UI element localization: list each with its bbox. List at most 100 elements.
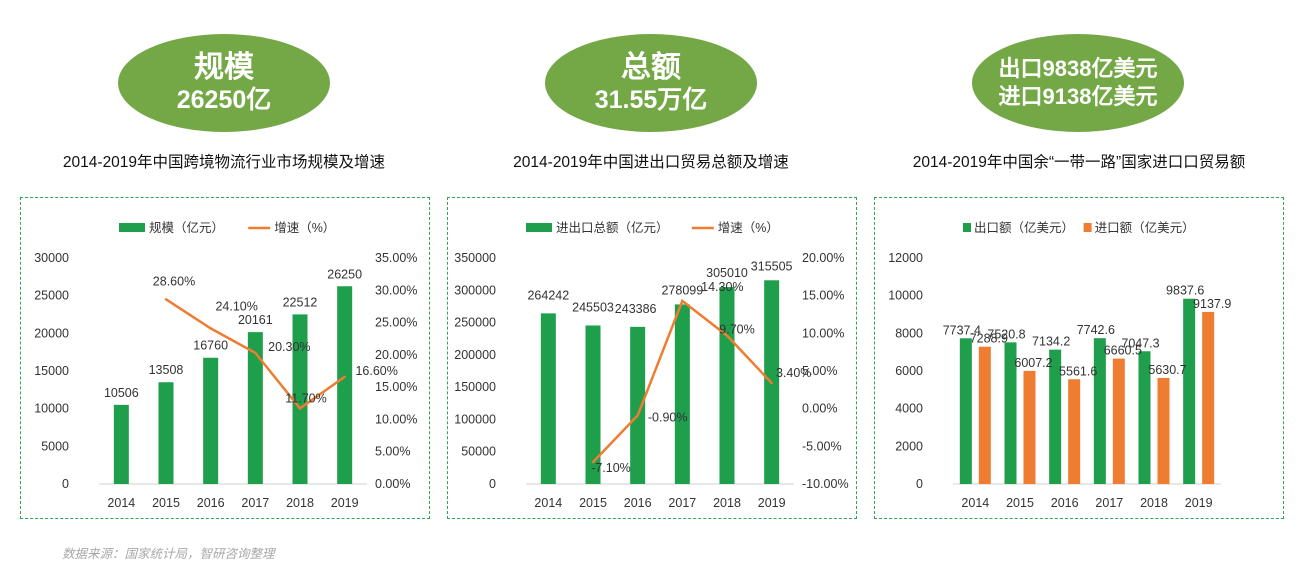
y-left-tick-label: 100000 bbox=[454, 412, 496, 426]
x-tick-label: 2019 bbox=[758, 496, 786, 510]
total-ellipse-label: 总额 bbox=[621, 51, 681, 84]
y-right-tick-label: 25.00% bbox=[375, 316, 417, 330]
bar bbox=[337, 286, 353, 484]
bar-data-label: 13508 bbox=[149, 363, 184, 377]
line-data-label: 20.30% bbox=[268, 340, 310, 354]
bar-data-label: 7047.3 bbox=[1121, 336, 1159, 350]
scale-ellipse: 规模 26250亿 bbox=[118, 34, 330, 132]
bar-data-label: 6660.5 bbox=[1104, 344, 1142, 358]
x-tick-label: 2019 bbox=[1185, 496, 1213, 510]
bar bbox=[247, 332, 263, 484]
scale-ellipse-label: 规模 bbox=[194, 51, 254, 84]
x-tick-label: 2014 bbox=[534, 496, 562, 510]
bar-data-label: 26250 bbox=[327, 267, 362, 281]
growth-point bbox=[770, 381, 773, 385]
y-right-tick-label: 15.00% bbox=[802, 289, 844, 303]
chart-scale-svg: 0 5000 10000 15000 20000 25000 30000 0.00% 5.00%… bbox=[34, 220, 417, 510]
bar bbox=[719, 287, 735, 484]
growth-point bbox=[591, 460, 595, 464]
x-tick-label: 2015 bbox=[152, 496, 180, 510]
x-tick-label: 2016 bbox=[1051, 496, 1079, 510]
bar-data-label: 9137.9 bbox=[1193, 297, 1231, 311]
bar bbox=[1157, 377, 1170, 484]
line-data-label: 28.60% bbox=[153, 274, 195, 288]
x-tick-label: 2017 bbox=[1095, 496, 1123, 510]
x-tick-label: 2015 bbox=[579, 496, 607, 510]
bar-data-label: 305010 bbox=[706, 266, 748, 280]
bar bbox=[978, 346, 991, 484]
y-left-tick-label: 300000 bbox=[454, 283, 496, 297]
y-left-tick-label: 0 bbox=[489, 477, 496, 491]
bar-data-label: 245503 bbox=[572, 300, 614, 314]
chart-panel-trade: 0 2000 4000 6000 8000 10000 12000 2014 2015 2016 2… bbox=[874, 197, 1284, 519]
growth-point bbox=[209, 327, 212, 330]
growth-point bbox=[298, 407, 302, 410]
scale-ellipse-value: 26250亿 bbox=[176, 86, 272, 114]
bar bbox=[1202, 311, 1215, 484]
y-right-tick-label: 5.00% bbox=[375, 445, 410, 459]
bar bbox=[540, 313, 556, 484]
y-left-tick-label: 20000 bbox=[34, 326, 69, 340]
y-left-tick-label: 12000 bbox=[888, 251, 923, 265]
y-left-tick-label: 350000 bbox=[454, 251, 496, 265]
bar-data-label: 7288.9 bbox=[970, 332, 1008, 346]
growth-point bbox=[343, 375, 346, 379]
x-tick-label: 2014 bbox=[107, 496, 135, 510]
bar-data-label: 10506 bbox=[104, 386, 139, 400]
x-tick-label: 2017 bbox=[241, 496, 269, 510]
bar-data-label: 264242 bbox=[527, 288, 569, 302]
y-left-tick-label: 150000 bbox=[454, 380, 496, 394]
line-data-label: 16.60% bbox=[355, 364, 397, 378]
legend-swatch-bar bbox=[119, 223, 145, 232]
chart-trade-svg: 0 2000 4000 6000 8000 10000 12000 2014 2015 2016 2… bbox=[888, 220, 1231, 510]
chart-panel-total: 0 50000 100000 150000 200000 250000 300000 3500… bbox=[447, 197, 857, 519]
bar-data-label: 7134.2 bbox=[1032, 335, 1070, 349]
chart-2-title: 2014-2019年中国进出口贸易总额及增速 bbox=[513, 154, 789, 171]
total-ellipse-value: 31.55万亿 bbox=[594, 86, 708, 114]
y-left-tick-label: 4000 bbox=[895, 402, 923, 416]
total-ellipse: 总额 31.55万亿 bbox=[545, 34, 757, 132]
line-data-label: 11.70% bbox=[285, 391, 326, 405]
bar-data-label: 22512 bbox=[283, 295, 318, 309]
trade-ellipse-import: 进口9138亿美元 bbox=[998, 84, 1158, 109]
legend-label: 规模（亿元） bbox=[149, 220, 224, 235]
legend-swatch-bar bbox=[1083, 223, 1092, 232]
y-left-tick-label: 2000 bbox=[895, 439, 923, 453]
bar bbox=[1093, 338, 1106, 484]
bar-data-label: 7520.8 bbox=[987, 327, 1025, 341]
legend-label: 增速（%） bbox=[718, 220, 779, 235]
growth-point bbox=[681, 299, 684, 303]
bar bbox=[158, 382, 174, 484]
bar-data-label: 16760 bbox=[193, 339, 228, 353]
bar-data-label: 315505 bbox=[751, 259, 793, 273]
y-right-tick-label: 0.00% bbox=[375, 477, 410, 491]
y-right-tick-label: 10.00% bbox=[802, 326, 844, 340]
bar bbox=[585, 325, 601, 484]
legend-swatch-bar bbox=[963, 223, 971, 232]
y-left-tick-label: 10000 bbox=[888, 289, 923, 303]
line-data-label: 3.40% bbox=[776, 366, 811, 380]
bar-data-label: 7737.4 bbox=[943, 323, 981, 337]
bar bbox=[203, 357, 219, 484]
bar bbox=[1004, 342, 1017, 484]
y-right-tick-label: 15.00% bbox=[375, 380, 417, 394]
y-left-tick-label: 200000 bbox=[454, 348, 496, 362]
y-right-tick-label: 35.00% bbox=[375, 251, 417, 265]
y-left-tick-label: 30000 bbox=[34, 251, 69, 265]
x-tick-label: 2016 bbox=[197, 496, 225, 510]
y-right-tick-label: 10.00% bbox=[375, 412, 417, 426]
legend-label: 进出口总额（亿元） bbox=[556, 220, 669, 235]
trade-ellipse: 出口9838亿美元 进口9138亿美元 bbox=[972, 34, 1184, 132]
bar-data-label: 6007.2 bbox=[1014, 356, 1052, 370]
x-tick-label: 2018 bbox=[286, 496, 314, 510]
x-tick-label: 2017 bbox=[668, 496, 696, 510]
x-tick-label: 2016 bbox=[624, 496, 652, 510]
bar bbox=[1049, 349, 1062, 484]
y-left-tick-label: 5000 bbox=[41, 439, 69, 453]
data-source-note: 数据来源：国家统计局，智研咨询整理 bbox=[62, 547, 275, 561]
x-tick-label: 2018 bbox=[713, 496, 741, 510]
growth-point bbox=[164, 298, 168, 301]
y-right-tick-label: -5.00% bbox=[802, 439, 842, 453]
trade-ellipse-export: 出口9838亿美元 bbox=[998, 56, 1158, 81]
line-data-label: 9.70% bbox=[719, 323, 754, 337]
